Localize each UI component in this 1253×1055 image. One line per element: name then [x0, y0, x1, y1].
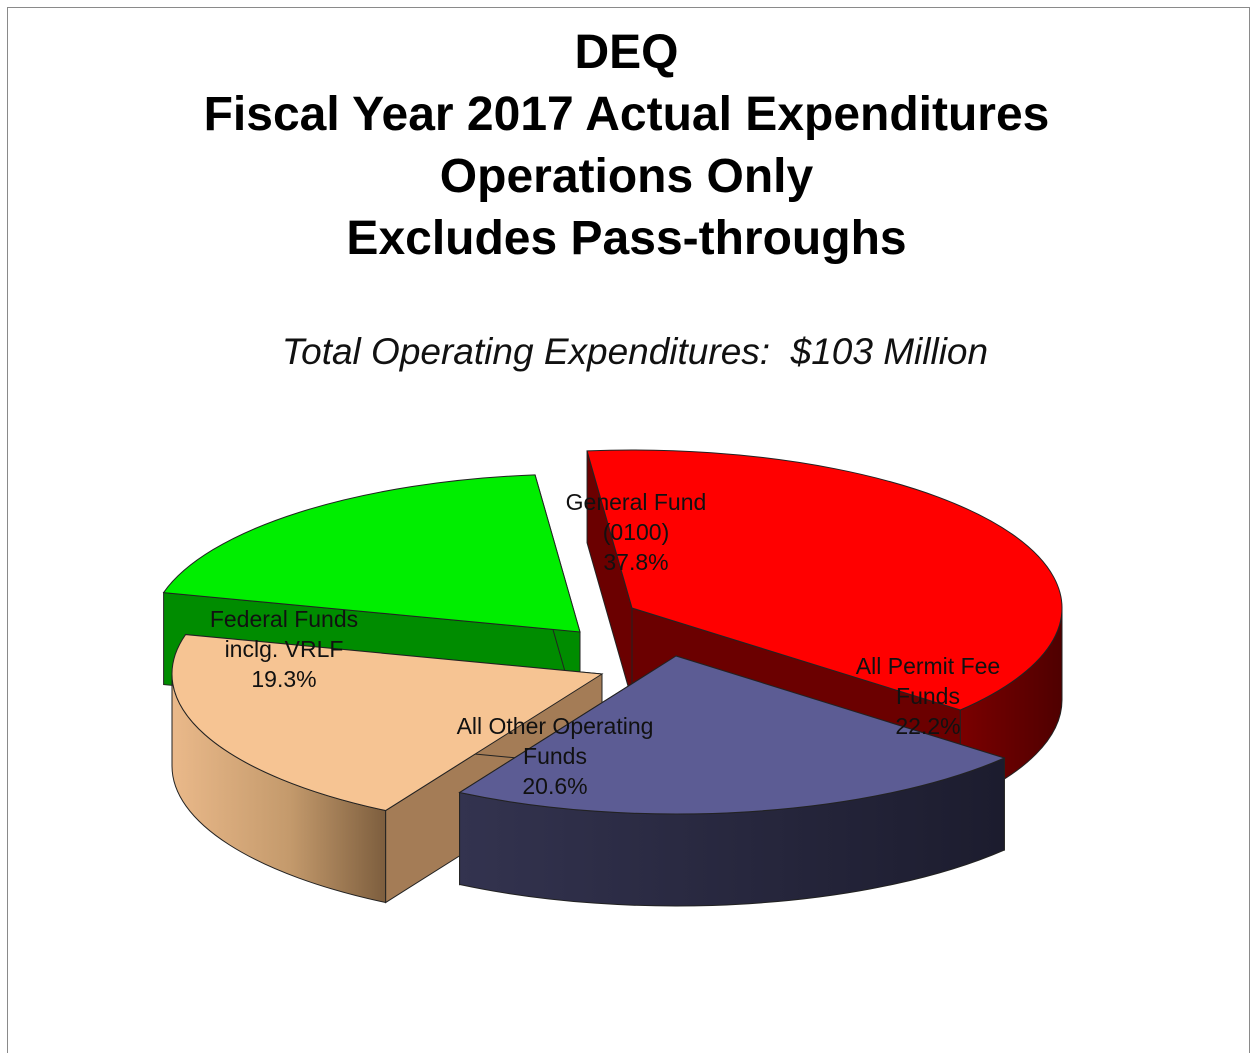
slice-label-1-line-2: 22.2% — [895, 713, 960, 739]
pie-slice-3-top — [162, 474, 581, 633]
pie-slice-1 — [458, 655, 1006, 907]
slice-label-0-line-0: General Fund — [566, 489, 707, 515]
slice-label-3: Federal Funds inclg. VRLF 19.3% — [210, 606, 358, 692]
slice-label-1: All Permit Fee Funds 22.2% — [856, 653, 1000, 739]
pie-slice-2-top — [171, 634, 604, 812]
title-line-3: Operations Only — [439, 150, 814, 203]
pie-slice-1-top — [458, 655, 1006, 815]
title-line-1: DEQ — [574, 26, 679, 79]
slice-label-0-line-1: (0100) — [603, 519, 669, 545]
chart-title: DEQ Fiscal Year 2017 Actual Expenditures… — [0, 22, 1253, 270]
slice-label-3-line-0: Federal Funds — [210, 606, 358, 632]
slice-label-3-line-1: inclg. VRLF — [225, 636, 344, 662]
title-line-2: Fiscal Year 2017 Actual Expenditures — [203, 88, 1050, 141]
slice-label-2-line-0: All Other Operating — [457, 713, 654, 739]
slice-label-0-line-2: 37.8% — [603, 549, 668, 575]
slice-label-2-line-2: 20.6% — [522, 773, 587, 799]
chart-subtitle: Total Operating Expenditures: $103 Milli… — [281, 331, 989, 372]
slice-label-3-line-2: 19.3% — [251, 666, 316, 692]
slice-label-1-line-0: All Permit Fee — [856, 653, 1000, 679]
slice-label-0: General Fund (0100) 37.8% — [566, 489, 707, 575]
pie-slice-0-top — [586, 449, 1063, 711]
slice-label-2-line-1: Funds — [523, 743, 587, 769]
slice-label-2: All Other Operating Funds 20.6% — [457, 713, 654, 799]
slice-label-1-line-1: Funds — [896, 683, 960, 709]
title-line-4: Excludes Pass-throughs — [346, 212, 907, 265]
